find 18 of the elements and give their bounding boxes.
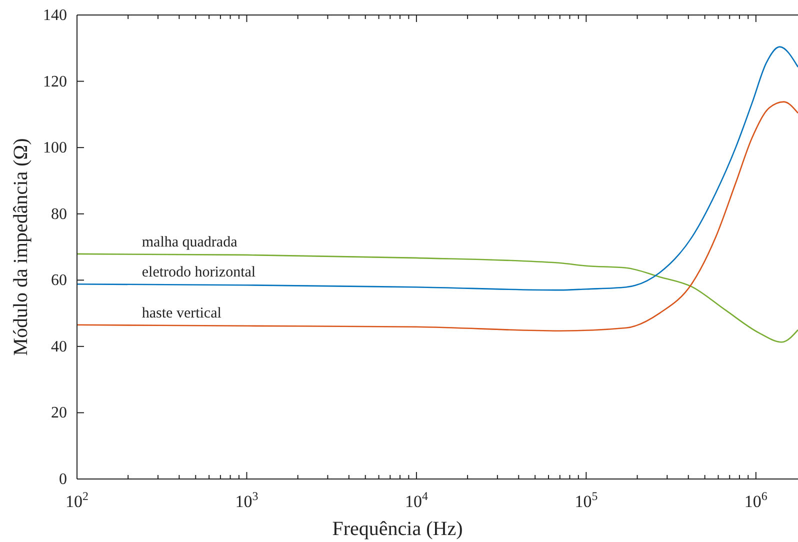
y-tick-label: 120: [43, 73, 67, 90]
y-tick-label: 140: [43, 7, 67, 24]
series-label: haste vertical: [142, 305, 222, 322]
x-tick-label: 10$^{4}$: [404, 489, 428, 511]
series-label: eletrodo horizontal: [142, 264, 256, 280]
x-tick-label: 10$^{6}$: [744, 489, 768, 511]
y-tick-label: 20: [51, 404, 67, 422]
x-tick-label: 10$^{3}$: [235, 489, 258, 511]
x-axis-title: Frequência (Hz): [332, 518, 463, 540]
y-tick-label: 40: [51, 338, 67, 356]
x-tick-label: 10$^{5}$: [574, 489, 598, 511]
y-tick-label: 0: [59, 471, 67, 488]
x-tick-label: 10$^{2}$: [66, 489, 89, 511]
series-label: malha quadrada: [142, 234, 238, 250]
y-tick-label: 80: [51, 206, 67, 223]
y-tick-label: 100: [43, 140, 67, 157]
y-axis-title: Módulo da impedância (Ω): [10, 138, 32, 356]
y-tick-label: 60: [51, 272, 67, 290]
